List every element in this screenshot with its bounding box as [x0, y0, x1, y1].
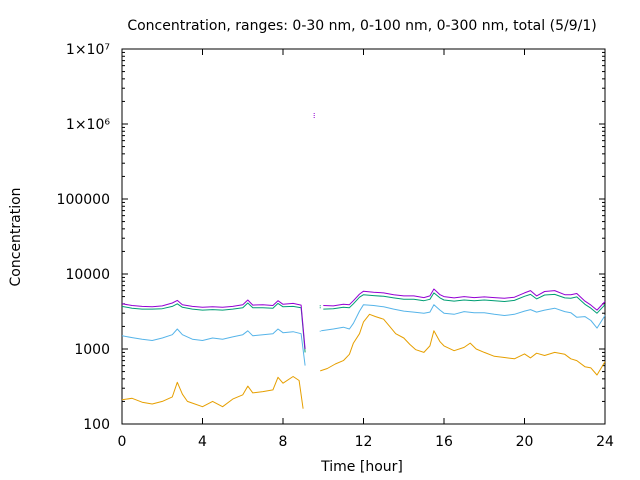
- y-tick-label: 100: [83, 417, 110, 433]
- series-line-4: [121, 299, 306, 350]
- x-tick-label: 0: [118, 434, 127, 450]
- series-line-1: [320, 313, 606, 376]
- x-tick-label: 4: [198, 434, 207, 450]
- x-tick-label: 12: [355, 434, 373, 450]
- plot-frame: [121, 48, 606, 425]
- y-tick-label: 100000: [57, 192, 110, 208]
- series-line-2: [321, 304, 606, 332]
- y-tick-label: 1×10⁷: [66, 42, 110, 58]
- x-tick-label: 24: [596, 434, 614, 450]
- x-axis-label: Time [hour]: [320, 459, 403, 475]
- y-tick-label: 1000: [74, 342, 110, 358]
- x-axis: 0 4 8 12 16 20 24: [118, 49, 614, 450]
- series-line-3: [121, 302, 306, 353]
- y-axis-label: Concentration: [8, 187, 24, 286]
- x-tick-label: 20: [516, 434, 534, 450]
- x-tick-label: 8: [279, 434, 288, 450]
- y-tick-label: 10000: [65, 267, 110, 283]
- chart-title: Concentration, ranges: 0-30 nm, 0-100 nm…: [127, 18, 596, 34]
- y-axis: 100 1000 10000 100000 1×10⁶ 1×10⁷: [57, 42, 605, 433]
- y-tick-label: 1×10⁶: [66, 117, 110, 133]
- series-line-1: [121, 376, 304, 409]
- series-line-2: [121, 328, 306, 366]
- x-tick-label: 16: [435, 434, 453, 450]
- series-group: [121, 113, 606, 409]
- series-line-4: [323, 288, 606, 311]
- series-line-3: [323, 292, 606, 314]
